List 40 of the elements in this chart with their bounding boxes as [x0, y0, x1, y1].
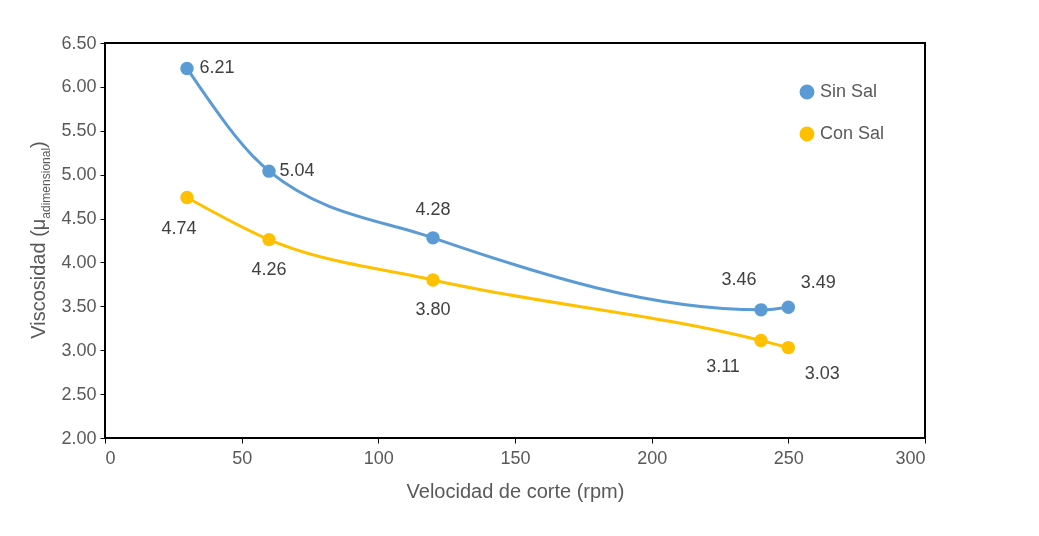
y-tick-label: 5.50	[61, 120, 97, 141]
data-label: 5.04	[279, 160, 315, 181]
y-tick-label: 2.50	[61, 383, 97, 404]
x-tick-label: 250	[773, 447, 804, 468]
y-tick-label: 3.00	[61, 339, 97, 360]
point	[754, 333, 768, 348]
data-label: 3.80	[415, 299, 451, 319]
x-tick-label: 150	[500, 447, 531, 468]
x-tick-label: 50	[232, 447, 253, 468]
point	[781, 300, 796, 314]
x-tick-label: 0	[105, 447, 116, 468]
x-axis-title: Velocidad de corte (rpm)	[406, 479, 625, 502]
data-label: 4.28	[415, 198, 451, 219]
y-tick-label: 5.00	[61, 164, 97, 185]
data-label: 4.74	[161, 218, 197, 239]
y-tick-label: 6.50	[61, 32, 97, 53]
y-tick-label: 4.00	[61, 251, 97, 272]
legend-label: Con Sal	[820, 123, 885, 143]
y-tick-label: 6.00	[61, 76, 97, 97]
data-label: 3.11	[706, 355, 740, 376]
y-tick-label: 2.00	[61, 427, 97, 448]
y-tick-label: 3.50	[61, 295, 97, 316]
data-label: 3.46	[721, 268, 757, 289]
x-tick-label: 200	[637, 447, 668, 468]
data-label: 3.03	[804, 362, 840, 383]
point	[180, 61, 194, 76]
point	[262, 164, 276, 178]
data-label: 3.49	[800, 272, 836, 293]
point	[262, 232, 276, 247]
x-tick-label: 100	[363, 447, 394, 468]
point	[426, 231, 440, 245]
data-label: 6.21	[199, 57, 235, 78]
point	[180, 190, 194, 205]
data-label: 4.26	[251, 258, 287, 279]
point	[781, 340, 796, 355]
legend-label: Sin Sal	[820, 81, 878, 101]
point	[426, 273, 440, 287]
point	[754, 303, 768, 317]
y-tick-label: 4.50	[61, 208, 97, 229]
x-tick-label: 300	[895, 447, 926, 468]
